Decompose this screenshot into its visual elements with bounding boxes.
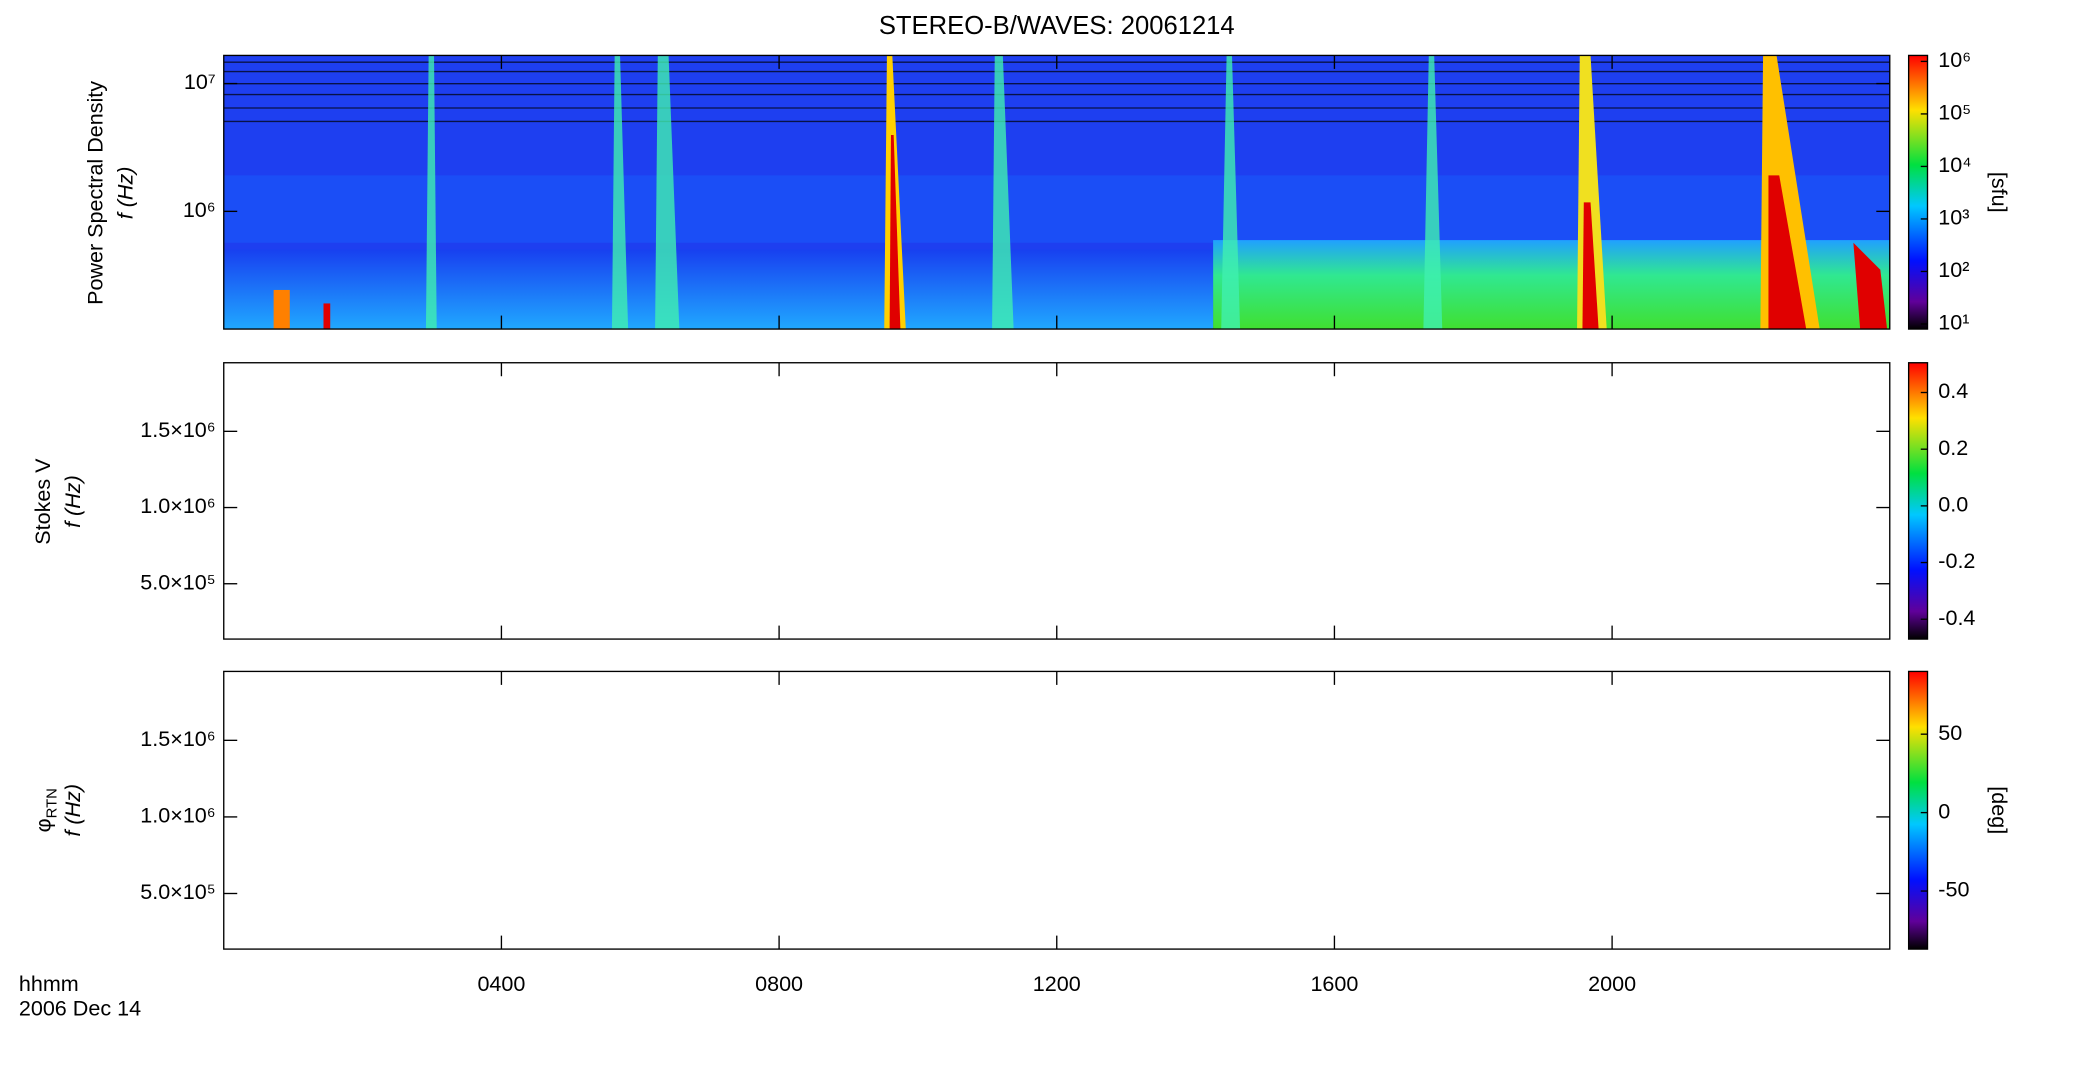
colorbar-tick-label: 10⁴ [1938, 152, 1971, 177]
x-tick-label: 2000 [1588, 971, 1636, 996]
y-tick-label: 10⁶ [183, 197, 216, 222]
y-tick-label: 10⁷ [184, 69, 216, 94]
y-axis-label: Power Spectral Density [83, 81, 108, 305]
colorbar-label: [sfu] [1987, 172, 2012, 213]
y-axis-label-symbol: φ [30, 818, 55, 832]
colorbar-tick-label: 10² [1938, 257, 1969, 282]
colorbar-tick-label: -50 [1938, 877, 1969, 902]
colorbar-tick-label: 10³ [1938, 205, 1969, 230]
colorbar-tick-label: 0 [1938, 798, 1950, 823]
colorbar-tick-label: 10⁶ [1938, 47, 1971, 72]
y-axis-label: Stokes V [30, 458, 55, 545]
chart-title: STEREO-B/WAVES: 20061214 [879, 12, 1235, 40]
x-tick-label: 1600 [1310, 971, 1358, 996]
y-axis-label-subscript: RTN [44, 788, 60, 818]
y-axis-label: f (Hz) [60, 475, 85, 528]
x-tick-label: 0800 [755, 971, 803, 996]
colorbar [1907, 670, 1929, 950]
y-axis-label: f (Hz) [60, 784, 85, 837]
x-axis-date: 2006 Dec 14 [19, 995, 141, 1020]
colorbar-tick-label: 0.4 [1938, 378, 1968, 403]
x-axis-label: hhmm [19, 971, 79, 996]
y-axis-label: f (Hz) [112, 167, 137, 220]
colorbar-tick-label: 10⁵ [1938, 100, 1971, 125]
colorbar-tick-label: -0.4 [1938, 605, 1975, 630]
y-axis-label: φRTN [30, 788, 60, 832]
x-tick-label: 1200 [1033, 971, 1081, 996]
colorbar-tick-label: -0.2 [1938, 548, 1975, 573]
colorbar [1907, 54, 1929, 330]
colorbar-label: [deg] [1987, 786, 2012, 834]
colorbar-tick-label: 0.2 [1938, 435, 1968, 460]
colorbar [1907, 362, 1929, 640]
x-tick-label: 0400 [477, 971, 525, 996]
y-tick-label: 1.5×10⁶ [140, 417, 215, 442]
y-tick-label: 1.0×10⁶ [140, 493, 215, 518]
y-tick-label: 5.0×10⁵ [140, 569, 215, 594]
spectrogram [223, 55, 1890, 330]
colorbar-tick-label: 10¹ [1938, 310, 1969, 335]
y-tick-label: 5.0×10⁵ [140, 879, 215, 904]
y-tick-label: 1.0×10⁶ [140, 803, 215, 828]
colorbar-tick-label: 0.0 [1938, 492, 1968, 517]
colorbar-tick-label: 50 [1938, 720, 1962, 745]
y-tick-label: 1.5×10⁶ [140, 726, 215, 751]
